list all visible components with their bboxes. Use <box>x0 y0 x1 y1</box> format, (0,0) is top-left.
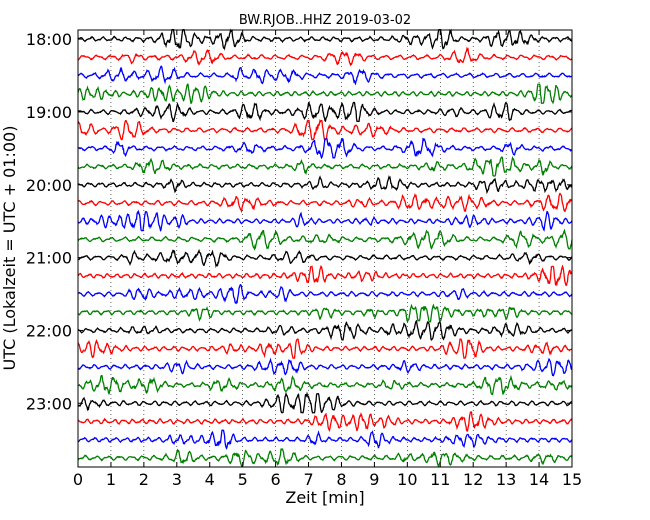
x-tick-label: 10 <box>397 470 417 489</box>
x-tick-label: 4 <box>205 470 215 489</box>
seismogram-trace <box>77 391 573 414</box>
seismogram-trace <box>77 155 573 177</box>
seismogram-trace <box>77 283 573 305</box>
seismogram-trace <box>77 338 573 359</box>
seismogram-trace <box>77 374 573 396</box>
y-tick-label: 23:00 <box>26 394 72 413</box>
x-tick-label: 3 <box>172 470 182 489</box>
seismogram-trace <box>77 303 573 323</box>
x-axis-label: Zeit [min] <box>285 488 364 507</box>
seismogram-trace <box>77 248 573 269</box>
seismogram-trace <box>77 46 573 67</box>
seismogram-trace <box>77 411 573 433</box>
seismogram-trace <box>77 228 573 251</box>
seismogram-trace <box>77 118 573 141</box>
y-tick-label: 22:00 <box>26 321 72 340</box>
seismogram-traces <box>77 28 573 468</box>
seismogram-trace <box>77 100 573 123</box>
x-tick-label: 14 <box>529 470 549 489</box>
seismogram-trace <box>77 137 573 160</box>
seismogram-trace <box>77 209 573 232</box>
x-tick-label: 0 <box>73 470 83 489</box>
chart-title: BW.RJOB..HHZ 2019-03-02 <box>239 13 411 28</box>
x-tick-label: 12 <box>463 470 483 489</box>
seismogram-trace <box>77 319 573 341</box>
y-axis-label: UTC (Lokalzeit = UTC + 01:00) <box>0 126 19 371</box>
x-tick-label: 15 <box>562 470 582 489</box>
y-tick-label: 19:00 <box>26 103 72 122</box>
seismogram-trace <box>77 83 573 105</box>
x-tick-label: 7 <box>303 470 313 489</box>
x-tick-label: 1 <box>106 470 116 489</box>
seismogram-trace <box>77 448 573 468</box>
x-tick-label: 6 <box>271 470 281 489</box>
seismogram-trace <box>77 429 573 450</box>
seismogram-trace <box>77 192 573 214</box>
seismogram-trace <box>77 65 573 86</box>
plot-frame <box>77 29 573 468</box>
x-tick-label: 11 <box>430 470 450 489</box>
x-tick-label: 13 <box>496 470 516 489</box>
seismogram-trace <box>77 357 573 377</box>
seismogram-trace <box>77 28 573 51</box>
x-tick-label: 8 <box>336 470 346 489</box>
seismogram-trace <box>77 264 573 287</box>
y-tick-label: 18:00 <box>26 30 72 49</box>
x-tick-label: 5 <box>238 470 248 489</box>
y-axis-ticks: 18:00 19:00 20:00 21:00 22:00 23:00 <box>26 30 572 413</box>
seismogram-trace <box>77 175 573 195</box>
x-tick-label: 2 <box>139 470 149 489</box>
y-tick-label: 21:00 <box>26 249 72 268</box>
y-tick-label: 20:00 <box>26 176 72 195</box>
x-tick-label: 9 <box>369 470 379 489</box>
x-axis-ticks: 0 1 2 3 4 5 6 7 8 9 10 11 12 13 14 15 <box>73 30 582 489</box>
